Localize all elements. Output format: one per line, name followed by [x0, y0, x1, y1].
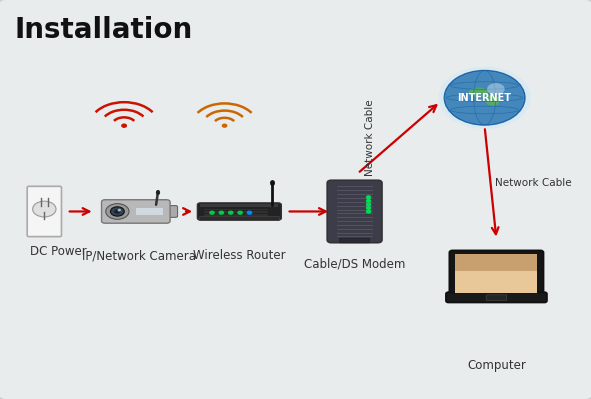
- Text: Network Cable: Network Cable: [365, 99, 375, 176]
- FancyBboxPatch shape: [339, 238, 370, 243]
- Circle shape: [366, 200, 371, 202]
- Circle shape: [487, 83, 505, 95]
- FancyBboxPatch shape: [456, 271, 537, 293]
- Ellipse shape: [469, 88, 489, 97]
- Circle shape: [444, 71, 525, 125]
- Circle shape: [122, 124, 126, 127]
- Text: Wireless Router: Wireless Router: [193, 249, 285, 263]
- Text: INTERNET: INTERNET: [457, 93, 512, 103]
- Circle shape: [366, 210, 371, 213]
- FancyBboxPatch shape: [456, 254, 537, 271]
- FancyBboxPatch shape: [163, 205, 177, 217]
- FancyBboxPatch shape: [486, 295, 506, 300]
- Text: Computer: Computer: [467, 359, 526, 372]
- Circle shape: [229, 211, 233, 214]
- Circle shape: [366, 207, 371, 209]
- Circle shape: [33, 201, 56, 217]
- FancyBboxPatch shape: [27, 186, 61, 237]
- FancyBboxPatch shape: [102, 200, 170, 223]
- FancyBboxPatch shape: [199, 217, 280, 221]
- Circle shape: [366, 196, 371, 199]
- Text: DC Power: DC Power: [30, 245, 86, 259]
- FancyBboxPatch shape: [197, 203, 281, 220]
- Text: Installation: Installation: [15, 16, 193, 44]
- Circle shape: [366, 203, 371, 206]
- FancyBboxPatch shape: [446, 292, 547, 302]
- Circle shape: [248, 211, 252, 214]
- Circle shape: [219, 211, 223, 214]
- FancyBboxPatch shape: [327, 180, 382, 243]
- FancyBboxPatch shape: [200, 203, 278, 207]
- Circle shape: [210, 211, 214, 214]
- FancyBboxPatch shape: [136, 208, 164, 215]
- Text: IP/Network Camera: IP/Network Camera: [82, 249, 196, 263]
- Circle shape: [222, 124, 227, 127]
- FancyBboxPatch shape: [456, 254, 537, 293]
- Text: Network Cable: Network Cable: [495, 178, 572, 188]
- Circle shape: [106, 203, 129, 219]
- Circle shape: [114, 209, 121, 214]
- Circle shape: [118, 209, 121, 211]
- Circle shape: [439, 67, 531, 129]
- FancyBboxPatch shape: [450, 251, 543, 297]
- Circle shape: [446, 71, 524, 124]
- Text: Cable/DS Modem: Cable/DS Modem: [304, 257, 405, 271]
- Circle shape: [111, 207, 124, 216]
- Circle shape: [238, 211, 242, 214]
- Ellipse shape: [486, 95, 499, 106]
